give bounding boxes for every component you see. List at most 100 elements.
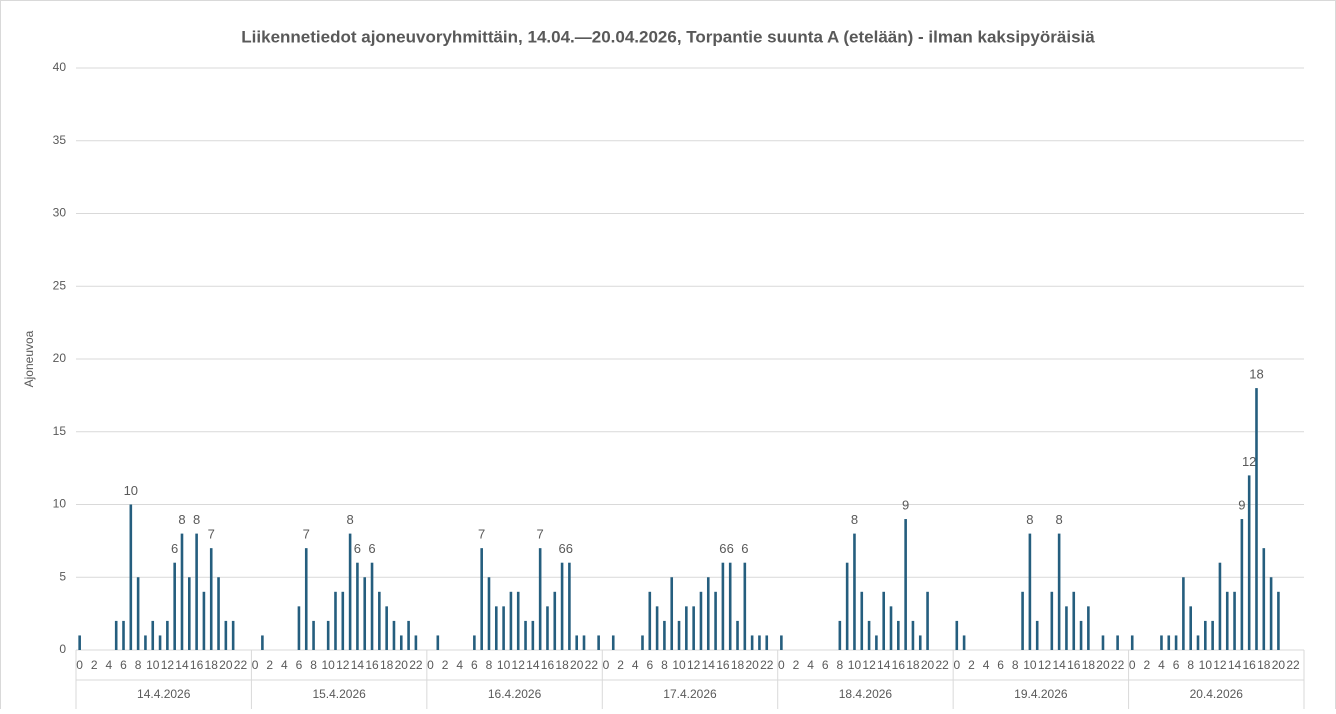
bar	[78, 635, 81, 650]
bar	[114, 620, 118, 650]
x-tick-label: 10	[146, 658, 160, 672]
bar	[180, 533, 184, 650]
bar	[1050, 591, 1054, 650]
bar	[224, 620, 228, 650]
x-tick-label: 0	[252, 658, 259, 672]
bar	[655, 606, 659, 650]
bar	[611, 635, 615, 650]
bar	[1247, 475, 1251, 650]
x-tick-label: 12	[161, 658, 175, 672]
x-tick-label: 22	[234, 658, 248, 672]
bar	[758, 635, 761, 650]
x-tick-label: 16	[1242, 658, 1256, 672]
bar	[677, 620, 681, 650]
group-label: 16.4.2026	[488, 687, 542, 701]
data-label: 8	[178, 512, 185, 527]
group-label: 18.4.2026	[839, 687, 893, 701]
bar	[1035, 620, 1039, 650]
x-tick-label: 10	[1023, 658, 1037, 672]
bar	[1240, 519, 1244, 650]
data-label: 6	[566, 541, 573, 556]
x-tick-label: 14	[351, 658, 365, 672]
data-label: 9	[1238, 497, 1245, 512]
x-tick-label: 6	[997, 658, 1004, 672]
x-tick-label: 10	[848, 658, 862, 672]
group-label: 14.4.2026	[137, 687, 191, 701]
x-tick-label: 12	[862, 658, 876, 672]
x-tick-label: 2	[617, 658, 624, 672]
x-tick-label: 4	[281, 658, 288, 672]
bar	[560, 562, 564, 650]
x-tick-label: 12	[1213, 658, 1227, 672]
x-tick-label: 8	[310, 658, 317, 672]
x-tick-label: 16	[365, 658, 379, 672]
bar	[1269, 577, 1273, 650]
bar	[670, 577, 674, 650]
bar	[1218, 562, 1222, 650]
bar	[1262, 548, 1266, 650]
bar	[1087, 606, 1090, 650]
x-tick-label: 8	[486, 658, 493, 672]
x-tick-label: 10	[672, 658, 686, 672]
bar	[531, 620, 535, 650]
data-label: 12	[1242, 454, 1256, 469]
bar	[568, 562, 571, 650]
bar	[721, 562, 725, 650]
bar	[663, 620, 666, 650]
group-label: 15.4.2026	[312, 687, 366, 701]
x-tick-label: 18	[555, 658, 569, 672]
bar	[414, 635, 418, 650]
x-tick-label: 12	[336, 658, 350, 672]
bar	[860, 591, 864, 650]
x-tick-label: 14	[175, 658, 189, 672]
bar	[838, 620, 842, 650]
x-tick-label: 22	[1111, 658, 1125, 672]
data-label: 6	[741, 541, 748, 556]
x-tick-label: 4	[807, 658, 814, 672]
bar	[341, 591, 345, 650]
bar	[1189, 606, 1193, 650]
x-tick-label: 12	[1038, 658, 1052, 672]
bar	[1028, 533, 1032, 650]
group-label: 17.4.2026	[663, 687, 717, 701]
bar	[597, 635, 600, 650]
bar	[728, 562, 732, 650]
x-tick-label: 14	[702, 658, 716, 672]
x-tick-label: 10	[497, 658, 511, 672]
x-tick-label: 14	[877, 658, 891, 672]
x-tick-label: 2	[793, 658, 800, 672]
bar	[166, 620, 169, 650]
bar	[685, 606, 688, 650]
x-tick-label: 22	[935, 658, 949, 672]
bar	[516, 591, 520, 650]
bar	[297, 606, 301, 650]
x-tick-label: 8	[837, 658, 844, 672]
x-tick-label: 22	[585, 658, 599, 672]
bar	[122, 620, 125, 650]
bar	[1211, 620, 1214, 650]
x-tick-label: 6	[646, 658, 653, 672]
bar	[231, 620, 235, 650]
bar	[911, 620, 915, 650]
bar	[187, 577, 191, 650]
bar	[962, 635, 966, 650]
data-label: 8	[193, 512, 200, 527]
bar	[348, 533, 352, 650]
x-tick-label: 18	[380, 658, 394, 672]
data-label: 8	[851, 512, 858, 527]
x-tick-label: 4	[983, 658, 990, 672]
bar	[714, 591, 717, 650]
y-tick-label: 30	[53, 206, 67, 220]
x-tick-label: 6	[1173, 658, 1180, 672]
bar	[1021, 591, 1024, 650]
x-tick-label: 20	[921, 658, 935, 672]
data-label: 6	[719, 541, 726, 556]
x-tick-label: 0	[778, 658, 785, 672]
x-tick-label: 20	[745, 658, 759, 672]
data-label: 7	[478, 527, 485, 542]
bar	[524, 620, 527, 650]
x-tick-label: 4	[1158, 658, 1165, 672]
x-tick-label: 16	[892, 658, 906, 672]
